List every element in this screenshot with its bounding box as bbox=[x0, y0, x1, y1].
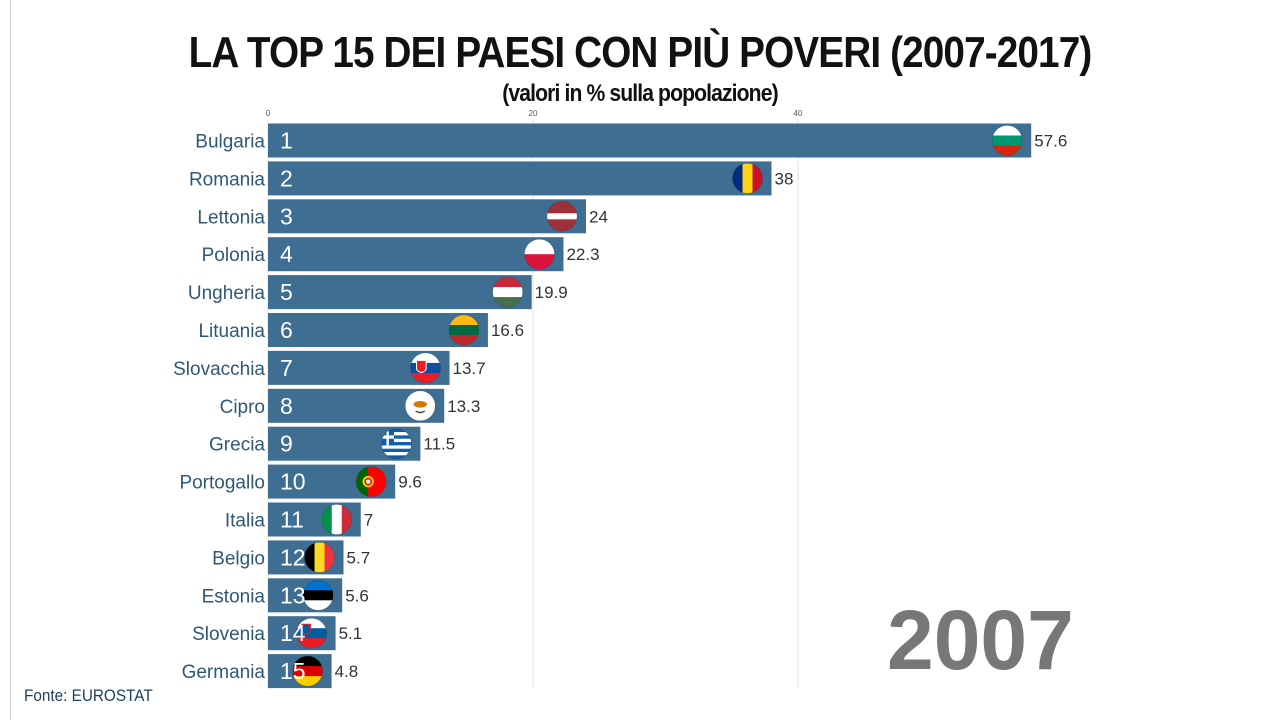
value-label: 57.6 bbox=[1034, 132, 1067, 151]
category-label: Portogallo bbox=[179, 473, 265, 494]
bulgaria-flag-icon bbox=[991, 125, 1023, 156]
germany-flag-icon bbox=[292, 655, 324, 687]
rank-label: 15 bbox=[280, 658, 306, 684]
value-label: 13.3 bbox=[447, 397, 480, 416]
rank-label: 11 bbox=[280, 507, 304, 533]
slovenia-flag-icon bbox=[296, 617, 327, 649]
italy-flag-icon bbox=[321, 504, 353, 535]
x-tick-label: 20 bbox=[529, 109, 538, 118]
value-label: 9.6 bbox=[398, 473, 422, 492]
category-label: Slovenia bbox=[192, 624, 265, 645]
category-label: Estonia bbox=[202, 586, 266, 607]
poland-flag-icon bbox=[524, 238, 555, 270]
lithuania-flag-icon bbox=[448, 314, 480, 346]
x-tick-label: 0 bbox=[266, 109, 271, 118]
category-label: Cipro bbox=[220, 397, 265, 418]
category-label: Lettonia bbox=[197, 207, 265, 228]
bar bbox=[268, 199, 586, 234]
bar bbox=[268, 161, 772, 196]
category-label: Ungheria bbox=[188, 283, 266, 304]
category-label: Belgio bbox=[212, 548, 265, 569]
value-label: 22.3 bbox=[566, 245, 599, 264]
romania-flag-icon bbox=[732, 162, 763, 194]
category-label: Lituania bbox=[198, 321, 265, 342]
rank-label: 2 bbox=[280, 165, 293, 191]
rank-label: 9 bbox=[280, 431, 293, 457]
rank-label: 7 bbox=[280, 355, 293, 381]
category-label: Bulgaria bbox=[195, 132, 265, 153]
rank-label: 6 bbox=[280, 317, 293, 343]
category-label: Italia bbox=[225, 511, 266, 532]
hungary-flag-icon bbox=[492, 276, 524, 308]
x-tick-label: 40 bbox=[794, 109, 803, 118]
greece-flag-icon bbox=[380, 428, 412, 460]
rank-label: 3 bbox=[280, 203, 293, 229]
portugal-flag-icon bbox=[355, 466, 387, 498]
rank-label: 4 bbox=[280, 241, 293, 267]
latvia-flag-icon bbox=[546, 200, 578, 232]
chart-subtitle: (valori in % sulla popolazione) bbox=[502, 80, 778, 107]
value-label: 11.5 bbox=[423, 435, 455, 454]
value-label: 5.7 bbox=[347, 548, 371, 567]
rank-label: 12 bbox=[280, 544, 306, 570]
rank-label: 8 bbox=[280, 393, 293, 419]
source-label: Fonte: EUROSTAT bbox=[24, 686, 153, 705]
cyprus-flag-icon bbox=[404, 390, 436, 422]
year-label: 2007 bbox=[887, 593, 1074, 687]
bar bbox=[268, 237, 564, 272]
value-label: 4.8 bbox=[335, 662, 359, 681]
rank-label: 10 bbox=[280, 469, 306, 495]
category-label: Slovacchia bbox=[173, 359, 265, 380]
rank-label: 1 bbox=[280, 128, 293, 154]
value-label: 19.9 bbox=[535, 283, 568, 302]
category-label: Germania bbox=[182, 662, 266, 683]
estonia-flag-icon bbox=[302, 579, 334, 611]
rank-label: 13 bbox=[280, 582, 306, 608]
value-label: 24 bbox=[589, 207, 608, 226]
belgium-flag-icon bbox=[304, 542, 335, 573]
chart-title: LA TOP 15 DEI PAESI CON PIÙ POVERI (2007… bbox=[188, 28, 1093, 77]
value-label: 16.6 bbox=[491, 321, 524, 340]
bar bbox=[268, 123, 1032, 158]
slovakia-flag-icon bbox=[410, 352, 441, 384]
value-label: 5.6 bbox=[345, 586, 369, 605]
value-label: 5.1 bbox=[339, 624, 363, 643]
category-label: Polonia bbox=[202, 245, 266, 266]
rank-label: 5 bbox=[280, 279, 293, 305]
frame-border bbox=[10, 0, 11, 720]
bar bbox=[268, 275, 532, 310]
value-label: 7 bbox=[364, 511, 373, 530]
value-label: 38 bbox=[775, 169, 794, 188]
value-label: 13.7 bbox=[453, 359, 486, 378]
rank-label: 14 bbox=[280, 620, 306, 646]
category-label: Romania bbox=[189, 169, 265, 190]
category-label: Grecia bbox=[209, 435, 265, 456]
